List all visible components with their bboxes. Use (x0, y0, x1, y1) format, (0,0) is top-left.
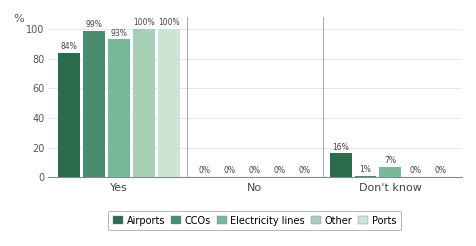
Text: 100%: 100% (133, 18, 155, 27)
Text: 0%: 0% (199, 166, 211, 175)
Bar (83, 31, 105, 177)
Y-axis label: %: % (13, 14, 24, 24)
Bar (355, 176, 377, 177)
Text: 0%: 0% (409, 166, 421, 175)
Text: 93%: 93% (110, 29, 127, 38)
Bar (133, 29, 155, 177)
Bar (330, 154, 352, 177)
Legend: Airports, CCOs, Electricity lines, Other, Ports: Airports, CCOs, Electricity lines, Other… (109, 211, 401, 231)
Bar (379, 167, 401, 177)
Bar (108, 39, 130, 177)
Bar (158, 29, 179, 177)
Text: 1%: 1% (359, 165, 371, 174)
Text: 7%: 7% (385, 156, 397, 165)
Bar (58, 53, 80, 177)
Text: 100%: 100% (158, 18, 179, 27)
Text: 0%: 0% (248, 166, 261, 175)
Text: 0%: 0% (298, 166, 310, 175)
Text: 0%: 0% (224, 166, 236, 175)
Text: 16%: 16% (332, 143, 349, 152)
Text: 0%: 0% (274, 166, 286, 175)
Text: 99%: 99% (86, 20, 102, 29)
Text: 0%: 0% (434, 166, 446, 175)
Text: 84%: 84% (61, 42, 78, 51)
